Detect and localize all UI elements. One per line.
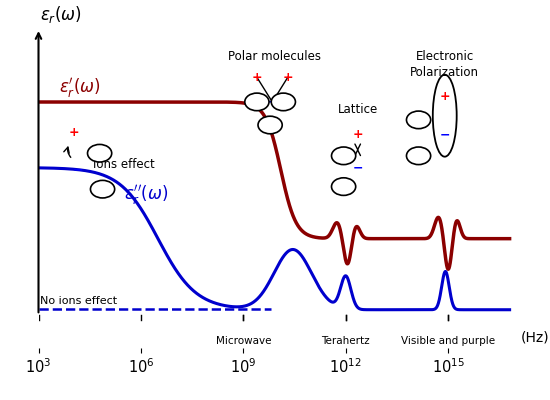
Text: +: + <box>69 126 80 138</box>
Text: +: + <box>439 90 450 103</box>
Text: −: − <box>439 128 450 141</box>
Text: $\varepsilon_r^{\prime}(\omega)$: $\varepsilon_r^{\prime}(\omega)$ <box>59 76 101 100</box>
Text: Polarization: Polarization <box>410 66 479 80</box>
Text: Ions effect: Ions effect <box>93 158 155 171</box>
Text: Terahertz: Terahertz <box>321 336 370 346</box>
Text: Microwave: Microwave <box>216 336 271 346</box>
Text: −: − <box>73 164 83 177</box>
Text: +: + <box>353 128 363 141</box>
Text: $\varepsilon_r(\omega)$: $\varepsilon_r(\omega)$ <box>40 4 82 26</box>
Text: −: − <box>267 96 278 108</box>
Text: −: − <box>353 161 363 174</box>
Text: Lattice: Lattice <box>338 103 378 116</box>
Text: (Hz): (Hz) <box>521 330 549 344</box>
Text: +: + <box>252 71 262 84</box>
Text: Electronic: Electronic <box>416 50 474 63</box>
Text: No ions effect: No ions effect <box>40 296 117 306</box>
Text: Visible and purple: Visible and purple <box>401 336 495 346</box>
Text: Polar molecules: Polar molecules <box>228 50 321 63</box>
Text: $\varepsilon_r^{\prime\prime}(\omega)$: $\varepsilon_r^{\prime\prime}(\omega)$ <box>124 183 168 207</box>
Text: +: + <box>282 71 293 84</box>
